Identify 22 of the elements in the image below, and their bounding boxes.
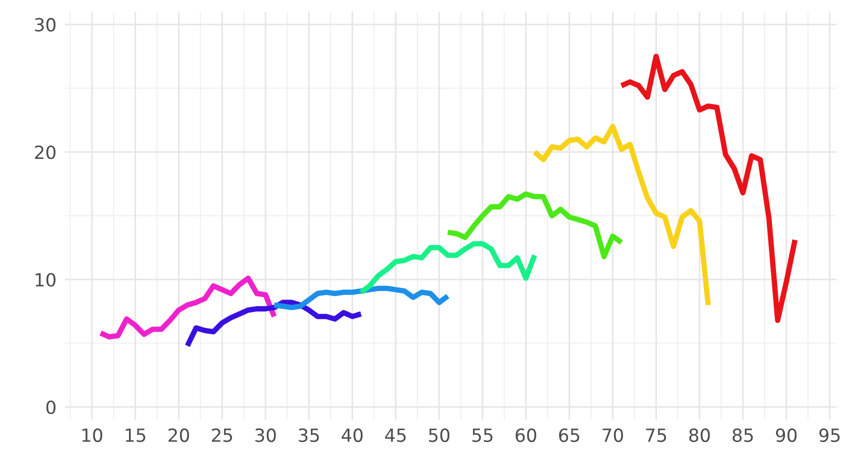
x-tick-label: 70 [602, 428, 624, 442]
x-tick-label: 15 [126, 428, 146, 442]
x-tick-label: 60 [516, 428, 536, 442]
x-tick-label: 10 [82, 428, 102, 442]
x-tick-label: 50 [429, 428, 450, 442]
x-tick-label: 45 [385, 428, 406, 442]
y-tick-label: 20 [35, 145, 56, 160]
x-tick-label: 85 [732, 428, 753, 442]
x-tick-label: 90 [776, 428, 797, 442]
y-tick-label: 10 [36, 272, 56, 287]
x-tick-label: 55 [472, 428, 492, 442]
y-tick-label: 30 [35, 18, 56, 32]
x-tick-label: 35 [298, 428, 319, 442]
x-tick-label: 65 [559, 428, 580, 442]
x-tick-label: 20 [168, 428, 190, 442]
x-tick-label: 40 [342, 428, 363, 442]
x-tick-label: 25 [212, 428, 232, 442]
y-tick-label: 0 [46, 400, 56, 414]
x-tick-label: 95 [819, 428, 840, 442]
x-tick-label: 30 [255, 428, 276, 442]
x-tick-label: 75 [646, 428, 666, 442]
x-tick-label: 80 [689, 428, 710, 442]
